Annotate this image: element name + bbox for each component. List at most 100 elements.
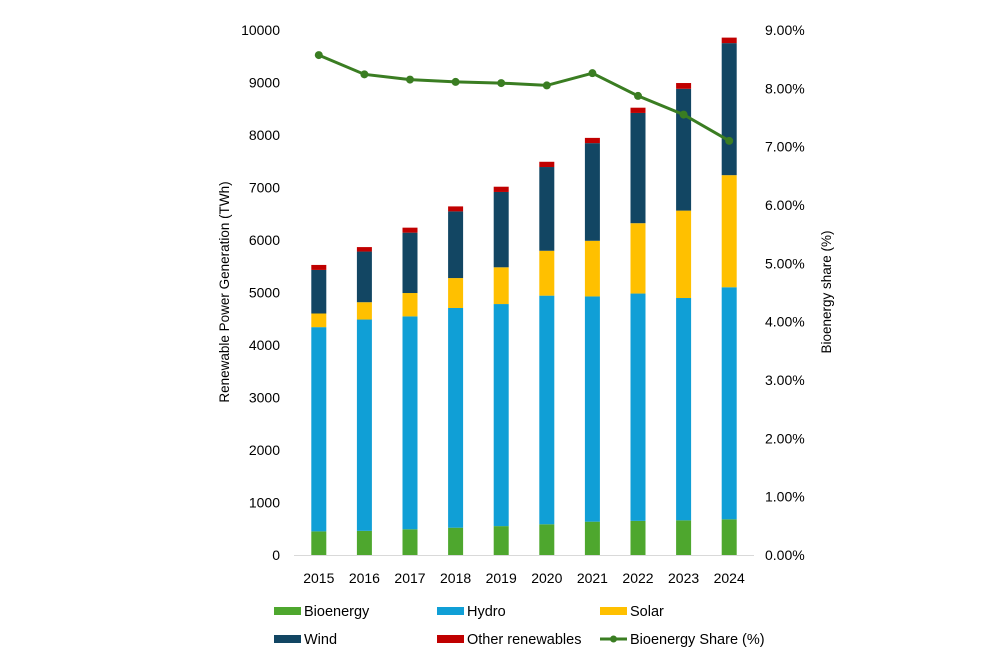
bar-other-renewables-2016 xyxy=(356,247,372,252)
y-tick-label: 9000 xyxy=(249,75,280,91)
bar-other-renewables-2017 xyxy=(402,227,418,233)
bar-wind-2022 xyxy=(630,112,646,224)
bar-solar-2017 xyxy=(402,293,418,317)
bioenergy-share-point-2019 xyxy=(497,79,506,88)
legend-label-bioenergy-share: Bioenergy Share (%) xyxy=(630,632,765,648)
bar-hydro-2018 xyxy=(448,307,464,528)
bar-bioenergy-2018 xyxy=(448,527,464,555)
legend-label-hydro: Hydro xyxy=(467,604,506,620)
bar-solar-2021 xyxy=(584,240,600,297)
y-tick-label: 3000 xyxy=(249,390,280,406)
bar-other-renewables-2021 xyxy=(584,137,600,144)
y2-tick-label: 9.00% xyxy=(765,22,805,38)
y2-tick-label: 8.00% xyxy=(765,80,805,96)
bar-other-renewables-2019 xyxy=(493,186,509,192)
y-tick-label: 0 xyxy=(272,547,280,563)
bar-solar-2020 xyxy=(539,250,555,296)
x-tick-label: 2022 xyxy=(622,570,653,586)
bar-wind-2017 xyxy=(402,232,418,294)
y-tick-label: 8000 xyxy=(249,127,280,143)
bar-other-renewables-2015 xyxy=(311,264,327,270)
bar-hydro-2019 xyxy=(493,304,509,527)
y2-tick-label: 6.00% xyxy=(765,197,805,213)
bar-wind-2020 xyxy=(539,167,555,251)
bar-wind-2024 xyxy=(721,43,737,176)
bar-bioenergy-2023 xyxy=(676,520,692,555)
legend-label-wind: Wind xyxy=(304,632,337,648)
legend-label-solar: Solar xyxy=(630,604,664,620)
legend-swatch-hydro xyxy=(437,607,464,615)
x-tick-label: 2023 xyxy=(668,570,699,586)
bar-hydro-2016 xyxy=(356,319,372,531)
bar-solar-2016 xyxy=(356,302,372,320)
bar-bioenergy-2020 xyxy=(539,524,555,555)
y-tick-label: 4000 xyxy=(249,337,280,353)
bar-wind-2018 xyxy=(448,211,464,279)
y-tick-label: 6000 xyxy=(249,232,280,248)
y2-tick-label: 1.00% xyxy=(765,489,805,505)
y-axis-title: Renewable Power Generation (TWh) xyxy=(217,181,232,402)
legend-marker-bioenergy-share xyxy=(610,635,617,643)
y-tick-label: 5000 xyxy=(249,285,280,301)
bioenergy-share-point-2023 xyxy=(679,110,688,119)
x-tick-label: 2021 xyxy=(577,570,608,586)
y2-tick-label: 7.00% xyxy=(765,139,805,155)
bar-hydro-2020 xyxy=(539,295,555,525)
bar-bioenergy-2019 xyxy=(493,526,509,555)
y2-tick-label: 5.00% xyxy=(765,255,805,271)
bar-wind-2016 xyxy=(356,251,372,303)
bar-other-renewables-2018 xyxy=(448,206,464,212)
bar-bioenergy-2017 xyxy=(402,529,418,555)
bar-wind-2021 xyxy=(584,143,600,241)
bar-bioenergy-2022 xyxy=(630,520,646,555)
bar-hydro-2024 xyxy=(721,287,737,520)
bioenergy-share-point-2021 xyxy=(588,69,597,78)
bar-solar-2023 xyxy=(676,210,692,299)
bar-other-renewables-2022 xyxy=(630,107,646,113)
y2-tick-label: 3.00% xyxy=(765,372,805,388)
bioenergy-share-point-2024 xyxy=(725,136,734,145)
y2-axis-title: Bioenergy share (%) xyxy=(819,230,834,353)
x-tick-label: 2015 xyxy=(303,570,334,586)
x-tick-label: 2019 xyxy=(486,570,517,586)
bar-wind-2019 xyxy=(493,191,509,268)
bar-hydro-2023 xyxy=(676,298,692,521)
bar-other-renewables-2020 xyxy=(539,161,555,168)
x-tick-label: 2024 xyxy=(714,570,745,586)
bar-hydro-2015 xyxy=(311,327,327,532)
x-tick-label: 2016 xyxy=(349,570,380,586)
bioenergy-share-point-2018 xyxy=(451,77,460,86)
bioenergy-share-point-2020 xyxy=(542,81,551,90)
bar-bioenergy-2021 xyxy=(584,521,600,555)
bar-solar-2018 xyxy=(448,278,464,308)
bar-wind-2023 xyxy=(676,88,692,211)
legend: Bioenergy Hydro Solar Wind Other renewables B… xyxy=(274,604,765,648)
bar-hydro-2022 xyxy=(630,293,646,521)
bar-solar-2019 xyxy=(493,267,509,305)
legend-label-bioenergy: Bioenergy xyxy=(304,604,370,620)
legend-swatch-wind xyxy=(274,635,301,643)
x-tick-label: 2020 xyxy=(531,570,562,586)
bar-solar-2022 xyxy=(630,223,646,294)
y-tick-label: 10000 xyxy=(241,22,280,38)
y2-tick-label: 0.00% xyxy=(765,547,805,563)
bar-solar-2024 xyxy=(721,175,737,288)
legend-swatch-solar xyxy=(600,607,627,615)
x-tick-label: 2018 xyxy=(440,570,471,586)
y-tick-label: 2000 xyxy=(249,442,280,458)
bioenergy-share-point-2022 xyxy=(634,91,642,100)
legend-swatch-bioenergy xyxy=(274,607,301,615)
y-tick-label: 7000 xyxy=(249,180,280,196)
y2-tick-label: 2.00% xyxy=(765,430,805,446)
legend-swatch-other-renewables xyxy=(437,635,464,643)
bar-hydro-2021 xyxy=(584,296,600,522)
legend-label-other-renewables: Other renewables xyxy=(467,632,581,648)
bar-other-renewables-2023 xyxy=(676,83,692,89)
x-tick-label: 2017 xyxy=(394,570,425,586)
bar-bioenergy-2016 xyxy=(356,530,372,555)
bioenergy-share-point-2016 xyxy=(360,70,369,79)
y2-tick-label: 4.00% xyxy=(765,314,805,330)
bioenergy-share-point-2017 xyxy=(406,75,414,84)
bar-bioenergy-2015 xyxy=(311,531,327,555)
